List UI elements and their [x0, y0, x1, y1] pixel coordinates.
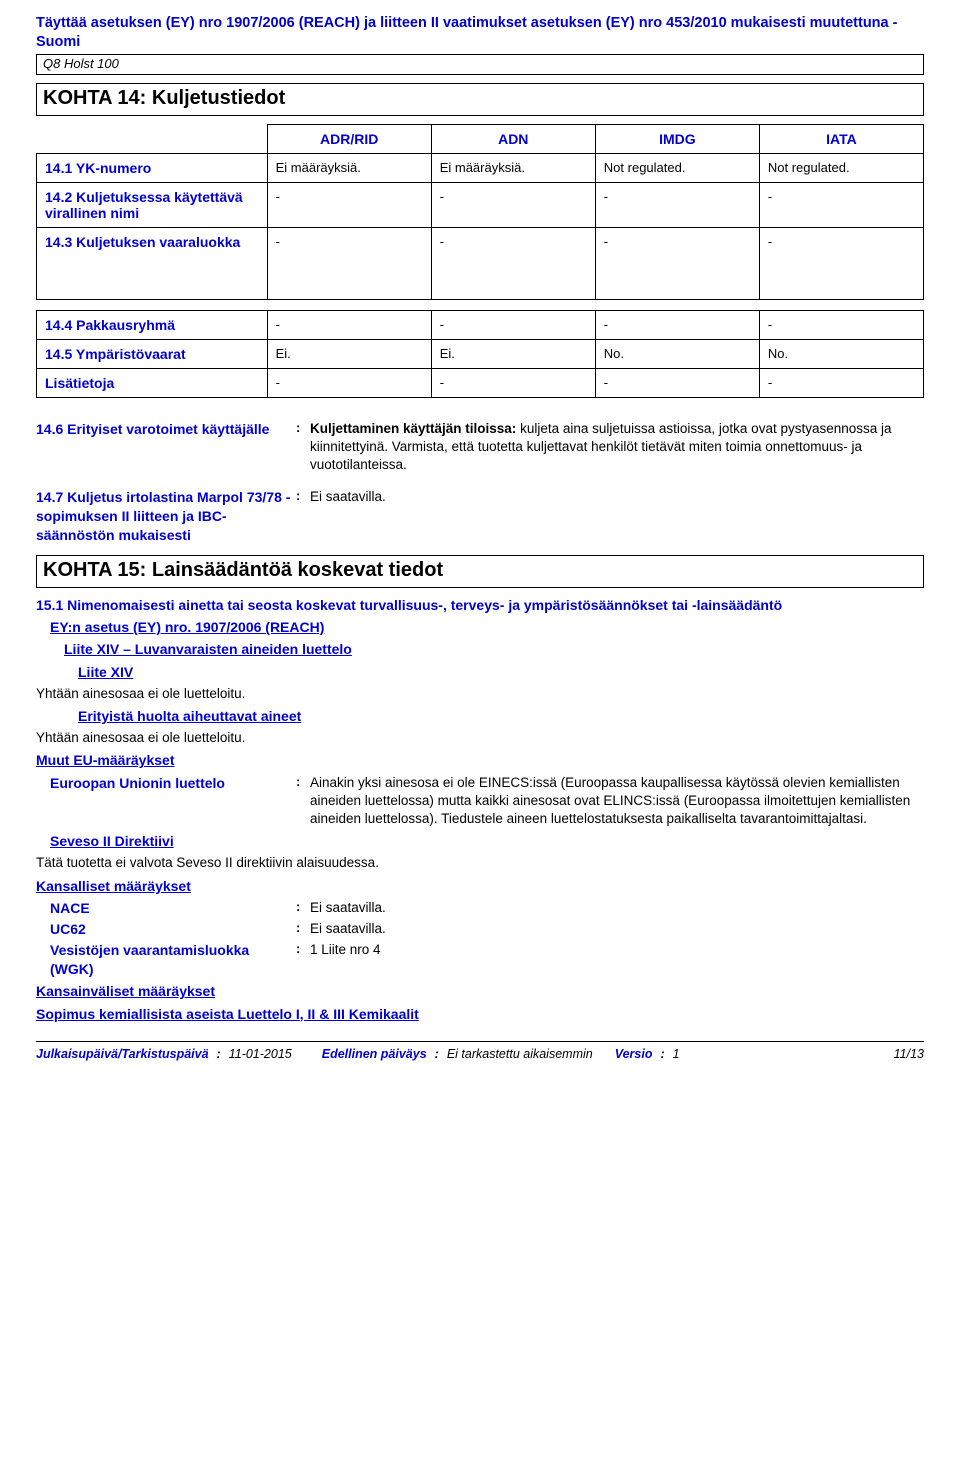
nace-row: NACE : Ei saatavilla.: [50, 899, 924, 918]
table-cell: -: [759, 310, 923, 339]
section-14-title: KOHTA 14: Kuljetustiedot: [36, 83, 924, 116]
wgk-row: Vesistöjen vaarantamisluokka (WGK) : 1 L…: [50, 941, 924, 979]
eu-list-value: Ainakin yksi ainesosa ei ole EINECS:issä…: [310, 774, 924, 829]
transport-table-1: ADR/RID ADN IMDG IATA 14.1 YK-numeroEi m…: [36, 124, 924, 300]
footer-pubdate-value: 11-01-2015: [229, 1047, 292, 1061]
page-footer: Julkaisupäivä/Tarkistuspäivä : 11-01-201…: [36, 1041, 924, 1061]
table-row-label: 14.4 Pakkausryhmä: [37, 310, 268, 339]
table-cell: -: [759, 182, 923, 227]
uc62-row: UC62 : Ei saatavilla.: [50, 920, 924, 939]
section-15-1: 15.1 Nimenomaisesti ainetta tai seosta k…: [36, 596, 924, 614]
table-cell: -: [595, 310, 759, 339]
colon: :: [296, 899, 310, 914]
footer-prevdate-label: Edellinen päiväys: [322, 1047, 427, 1061]
colon: :: [296, 488, 310, 503]
product-name: Q8 Holst 100: [43, 56, 119, 71]
table-row-label: Lisätietoja: [37, 368, 268, 397]
footer-version-label: Versio: [615, 1047, 653, 1061]
table-row-label: 14.5 Ympäristövaarat: [37, 339, 268, 368]
annex-xiv: Liite XIV: [78, 663, 924, 681]
uc62-value: Ei saatavilla.: [310, 920, 924, 938]
colon: :: [217, 1047, 221, 1061]
table1-blank-header: [37, 124, 268, 153]
eu-list-label: Euroopan Unionin luettelo: [50, 774, 296, 793]
annex-xiv-list: Liite XIV – Luvanvaraisten aineiden luet…: [64, 640, 924, 658]
table1-col-iata: IATA: [759, 124, 923, 153]
colon: :: [296, 920, 310, 935]
kv-14-6-label: 14.6 Erityiset varotoimet käyttäjälle: [36, 420, 296, 439]
footer-version-value: 1: [673, 1047, 680, 1061]
table-row: 14.1 YK-numeroEi määräyksiä.Ei määräyksi…: [37, 153, 924, 182]
table-row: 14.4 Pakkausryhmä----: [37, 310, 924, 339]
table-row-label: 14.1 YK-numero: [37, 153, 268, 182]
transport-table-2: 14.4 Pakkausryhmä----14.5 Ympäristövaara…: [36, 310, 924, 398]
table-cell: No.: [595, 339, 759, 368]
compliance-header: Täyttää asetuksen (EY) nro 1907/2006 (RE…: [36, 14, 924, 52]
seveso-heading: Seveso II Direktiivi: [50, 832, 924, 850]
footer-prevdate-value: Ei tarkastettu aikaisemmin: [447, 1047, 593, 1061]
table-cell: -: [431, 182, 595, 227]
table1-col-adrrid: ADR/RID: [267, 124, 431, 153]
table-row-label: 14.2 Kuljetuksessa käytettävä virallinen…: [37, 182, 268, 227]
table-cell: -: [595, 227, 759, 299]
product-name-box: Q8 Holst 100: [36, 54, 924, 75]
table-row: 14.3 Kuljetuksen vaaraluokka----: [37, 227, 924, 299]
table-cell: Not regulated.: [759, 153, 923, 182]
kv-14-7-value: Ei saatavilla.: [310, 488, 924, 506]
table1-col-imdg: IMDG: [595, 124, 759, 153]
table-cell: Ei määräyksiä.: [267, 153, 431, 182]
svhc-none: Yhtään ainesosaa ei ole luetteloitu.: [36, 729, 924, 747]
svhc-heading: Erityistä huolta aiheuttavat aineet: [78, 707, 924, 725]
footer-pubdate-label: Julkaisupäivä/Tarkistuspäivä: [36, 1047, 209, 1061]
table-cell: -: [759, 227, 923, 299]
uc62-label: UC62: [50, 920, 296, 939]
cwc-heading: Sopimus kemiallisista aseista Luettelo I…: [36, 1005, 924, 1023]
table-row: 14.5 YmpäristövaaratEi.Ei.No.No.: [37, 339, 924, 368]
intl-heading: Kansainväliset määräykset: [36, 982, 924, 1000]
table-cell: Ei.: [431, 339, 595, 368]
colon: :: [296, 774, 310, 789]
colon: :: [660, 1047, 664, 1061]
table-cell: -: [267, 182, 431, 227]
table-cell: No.: [759, 339, 923, 368]
table-cell: -: [595, 368, 759, 397]
footer-page-number: 11/13: [894, 1047, 924, 1061]
wgk-label: Vesistöjen vaarantamisluokka (WGK): [50, 941, 296, 979]
table-cell: -: [431, 310, 595, 339]
kv-14-6-value: Kuljettaminen käyttäjän tiloissa: kuljet…: [310, 420, 924, 475]
table-row: 14.2 Kuljetuksessa käytettävä virallinen…: [37, 182, 924, 227]
annex-xiv-none: Yhtään ainesosaa ei ole luetteloitu.: [36, 685, 924, 703]
table-row-label: 14.3 Kuljetuksen vaaraluokka: [37, 227, 268, 299]
eu-list-row: Euroopan Unionin luettelo : Ainakin yksi…: [50, 774, 924, 829]
national-heading: Kansalliset määräykset: [36, 877, 924, 895]
table-cell: Ei.: [267, 339, 431, 368]
nace-value: Ei saatavilla.: [310, 899, 924, 917]
table-cell: Not regulated.: [595, 153, 759, 182]
table-cell: -: [267, 227, 431, 299]
colon: :: [296, 941, 310, 956]
other-eu-heading: Muut EU-määräykset: [36, 751, 924, 769]
kv-14-6: 14.6 Erityiset varotoimet käyttäjälle : …: [36, 420, 924, 475]
table-cell: -: [759, 368, 923, 397]
reach-heading: EY:n asetus (EY) nro. 1907/2006 (REACH): [50, 618, 924, 636]
colon: :: [435, 1047, 439, 1061]
table-cell: -: [431, 368, 595, 397]
nace-label: NACE: [50, 899, 296, 918]
table-cell: -: [431, 227, 595, 299]
table-cell: -: [267, 368, 431, 397]
table-cell: -: [267, 310, 431, 339]
section-15-title: KOHTA 15: Lainsäädäntöä koskevat tiedot: [36, 555, 924, 588]
table-cell: -: [595, 182, 759, 227]
seveso-value: Tätä tuotetta ei valvota Seveso II direk…: [36, 854, 924, 872]
kv-14-6-lead: Kuljettaminen käyttäjän tiloissa:: [310, 421, 516, 436]
table1-col-adn: ADN: [431, 124, 595, 153]
wgk-value: 1 Liite nro 4: [310, 941, 924, 959]
kv-14-7-label: 14.7 Kuljetus irtolastina Marpol 73/78 -…: [36, 488, 296, 545]
table-cell: Ei määräyksiä.: [431, 153, 595, 182]
table-row: Lisätietoja----: [37, 368, 924, 397]
kv-14-7: 14.7 Kuljetus irtolastina Marpol 73/78 -…: [36, 488, 924, 545]
colon: :: [296, 420, 310, 435]
